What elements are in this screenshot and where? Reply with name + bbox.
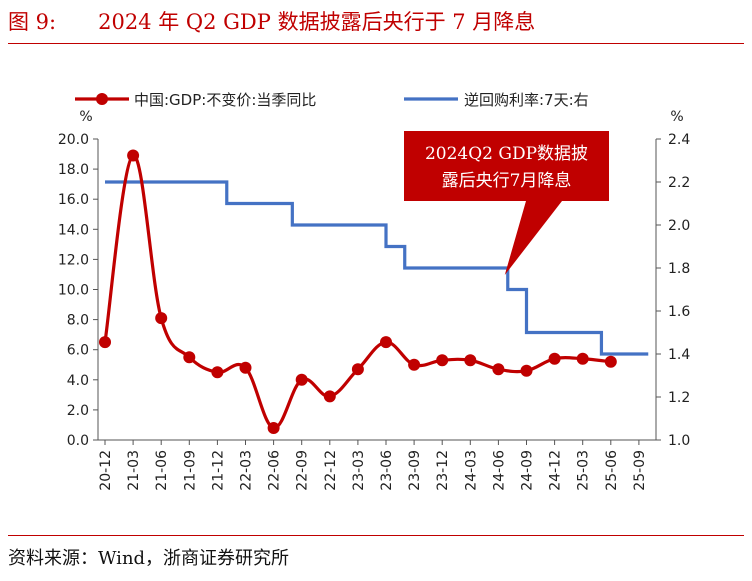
left-tick-label: 0.0: [67, 433, 89, 449]
gdp-point: [380, 336, 392, 349]
gdp-point: [323, 390, 336, 403]
callout-shape: [404, 131, 609, 275]
callout-text: 露后央行7月降息: [442, 171, 572, 191]
x-tick-label: 24-09: [520, 450, 536, 491]
right-tick-label: 1.8: [668, 261, 690, 277]
left-axis-unit: %: [79, 109, 92, 125]
x-tick-label: 21-06: [154, 450, 170, 491]
left-tick-label: 14.0: [58, 222, 89, 238]
gdp-point: [492, 363, 505, 376]
left-tick-label: 8.0: [67, 313, 89, 329]
gdp-point: [267, 421, 280, 434]
left-tick-label: 6.0: [67, 343, 89, 359]
right-tick-label: 2.2: [668, 175, 690, 191]
right-tick-label: 2.0: [668, 218, 690, 234]
title-rule: [8, 43, 744, 44]
x-tick-label: 22-06: [267, 450, 283, 491]
gdp-point: [408, 358, 421, 371]
callout-text: 2024Q2 GDP数据披: [425, 144, 588, 164]
x-tick-label: 23-06: [379, 450, 395, 491]
gdp-point: [99, 336, 111, 349]
right-tick-label: 1.4: [668, 347, 690, 363]
right-tick-label: 1.2: [668, 390, 690, 406]
x-tick-label: 21-12: [210, 450, 226, 491]
gdp-point: [127, 149, 140, 162]
source-rule: [8, 535, 744, 536]
x-tick-label: 21-09: [182, 450, 198, 491]
x-tick-label: 22-03: [239, 450, 255, 491]
right-tick-label: 2.4: [668, 132, 690, 148]
x-tick-label: 24-06: [491, 450, 507, 491]
left-tick-label: 16.0: [58, 192, 89, 208]
legend-gdp-label: 中国:GDP:不变价:当季同比: [134, 91, 316, 109]
left-tick-label: 4.0: [67, 373, 89, 389]
left-tick-label: 20.0: [58, 132, 89, 148]
x-tick-label: 23-12: [435, 450, 451, 491]
rate-step-line: [105, 180, 649, 356]
x-tick-label: 25-03: [576, 450, 592, 491]
gdp-point: [548, 352, 561, 365]
source-note: 资料来源：Wind，浙商证券研究所: [8, 548, 290, 569]
gdp-point: [211, 366, 224, 379]
gdp-point: [183, 351, 196, 364]
x-tick-label: 22-12: [323, 450, 339, 491]
x-tick-label: 22-09: [295, 450, 311, 491]
x-tick-label: 25-09: [632, 450, 648, 491]
gdp-point: [155, 312, 168, 325]
right-tick-label: 1.6: [668, 304, 690, 320]
left-tick-label: 12.0: [58, 252, 89, 268]
left-tick-label: 2.0: [67, 403, 89, 419]
left-tick-label: 18.0: [58, 162, 89, 178]
gdp-point: [576, 352, 589, 365]
x-tick-label: 20-12: [98, 450, 114, 491]
x-tick-label: 24-03: [463, 450, 479, 491]
x-tick-label: 24-12: [548, 450, 564, 491]
right-tick-label: 1.0: [668, 433, 690, 449]
x-tick-label: 23-03: [351, 450, 367, 491]
gdp-point: [436, 354, 449, 367]
legend-gdp-marker: [96, 93, 108, 105]
gdp-point: [295, 373, 308, 386]
gdp-point: [604, 355, 617, 368]
gdp-point: [520, 364, 533, 377]
x-tick-label: 25-06: [604, 450, 620, 491]
figure-title: 图 9: 2024 年 Q2 GDP 数据披露后央行于 7 月降息: [8, 10, 536, 34]
left-tick-label: 10.0: [58, 283, 89, 299]
right-axis-unit: %: [670, 109, 683, 125]
x-tick-label: 21-03: [126, 450, 142, 491]
legend-rate-label: 逆回购利率:7天:右: [464, 91, 589, 109]
x-tick-label: 23-09: [407, 450, 423, 491]
gdp-point: [464, 354, 477, 367]
gdp-point: [239, 361, 252, 374]
gdp-point: [351, 363, 364, 376]
